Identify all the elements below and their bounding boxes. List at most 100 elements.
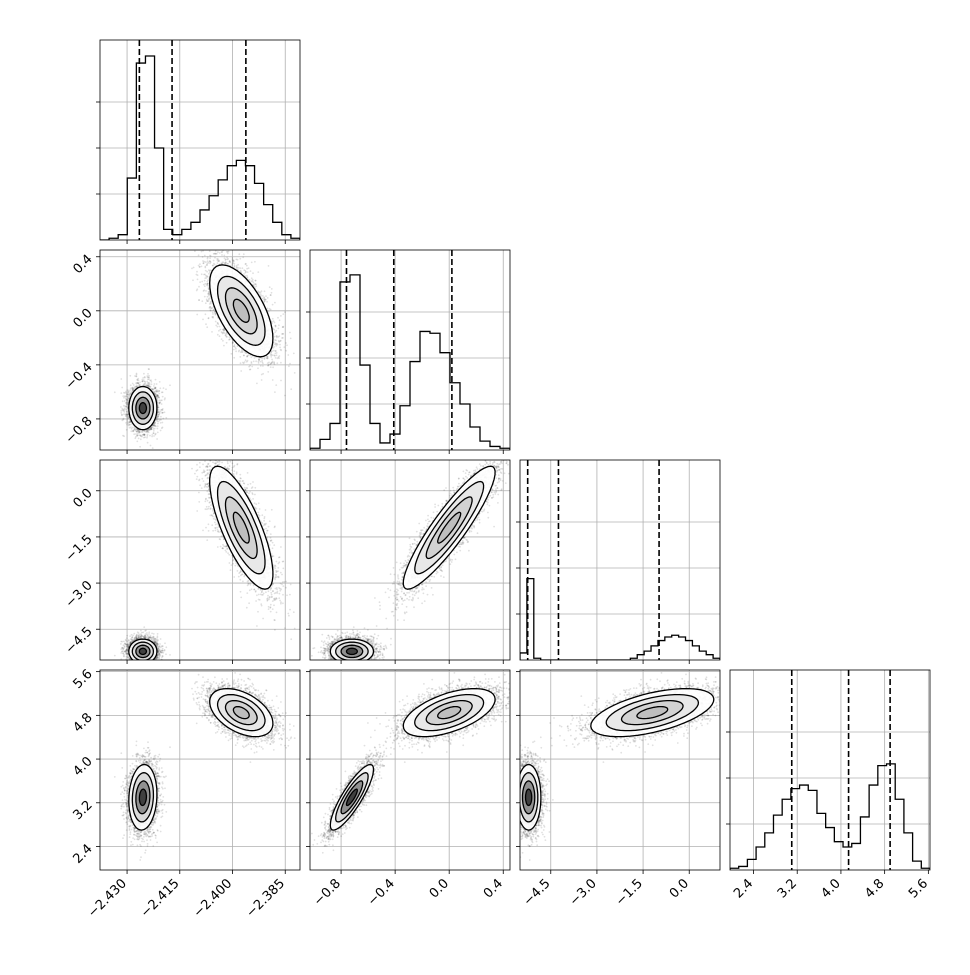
sample-point: [126, 401, 128, 403]
sample-point: [123, 409, 125, 411]
sample-point: [277, 317, 279, 319]
sample-point: [256, 383, 258, 385]
sample-point: [132, 427, 134, 429]
sample-point: [139, 446, 141, 448]
sample-point: [154, 434, 156, 436]
sample-point: [133, 433, 135, 435]
sample-point: [158, 407, 160, 409]
sample-point: [160, 430, 162, 432]
sample-point: [153, 430, 155, 432]
sample-point: [158, 399, 160, 401]
sample-point: [129, 375, 131, 377]
sample-point: [120, 412, 122, 414]
sample-point: [126, 429, 128, 431]
sample-point: [148, 385, 150, 387]
sample-point: [141, 379, 143, 381]
sample-point: [123, 397, 125, 399]
sample-point: [126, 405, 128, 407]
sample-point: [158, 411, 160, 413]
sample-point: [152, 432, 154, 434]
sample-point: [163, 387, 165, 389]
sample-point: [133, 429, 135, 431]
sample-point: [134, 428, 136, 430]
sample-point: [165, 388, 167, 390]
sample-point: [126, 416, 128, 418]
sample-point: [129, 424, 131, 426]
sample-point: [257, 271, 259, 273]
sample-point: [122, 400, 124, 402]
sample-point: [255, 280, 257, 282]
sample-point: [202, 319, 204, 321]
sample-point: [130, 388, 132, 390]
sample-point: [146, 437, 148, 439]
sample-point: [141, 381, 143, 383]
sample-point: [147, 431, 149, 433]
sample-point: [254, 261, 256, 263]
sample-point: [148, 378, 150, 380]
sample-point: [140, 438, 142, 440]
sample-point: [150, 428, 152, 430]
sample-point: [135, 386, 137, 388]
sample-point: [162, 418, 164, 420]
sample-point: [156, 438, 158, 440]
sample-point: [153, 435, 155, 437]
sample-point: [161, 399, 163, 401]
sample-point: [162, 396, 164, 398]
sample-point: [151, 434, 153, 436]
sample-point: [155, 426, 157, 428]
sample-point: [161, 412, 163, 414]
sample-point: [215, 321, 217, 323]
sample-point: [147, 442, 149, 444]
sample-point: [155, 379, 157, 381]
sample-point: [136, 379, 138, 381]
sample-point: [165, 417, 167, 419]
sample-point: [144, 434, 146, 436]
sample-point: [121, 408, 123, 410]
panel-1-0: −0.8−0.40.00.4: [63, 250, 300, 455]
sample-point: [201, 251, 203, 253]
sample-point: [159, 419, 161, 421]
sample-point: [133, 388, 135, 390]
sample-point: [152, 447, 154, 449]
sample-point: [150, 379, 152, 381]
sample-point: [145, 384, 147, 386]
sample-point: [161, 403, 163, 405]
sample-point: [124, 411, 126, 413]
sample-point: [137, 434, 139, 436]
sample-point: [157, 432, 159, 434]
sample-point: [136, 373, 138, 375]
sample-point: [154, 383, 156, 385]
sample-point: [148, 377, 150, 379]
sample-point: [123, 392, 125, 394]
sample-point: [130, 384, 132, 386]
sample-point: [144, 383, 146, 385]
sample-point: [120, 378, 122, 380]
sample-point: [280, 362, 282, 364]
sample-point: [156, 383, 158, 385]
sample-point: [126, 411, 128, 413]
sample-point: [151, 383, 153, 385]
sample-point: [142, 377, 144, 379]
sample-point: [126, 424, 128, 426]
sample-point: [162, 422, 164, 424]
sample-point: [138, 438, 140, 440]
sample-point: [162, 409, 164, 411]
sample-point: [137, 429, 139, 431]
sample-point: [158, 393, 160, 395]
sample-point: [157, 428, 159, 430]
sample-point: [157, 423, 159, 425]
sample-point: [130, 389, 132, 391]
sample-point: [251, 361, 253, 363]
sample-point: [126, 403, 128, 405]
sample-point: [157, 425, 159, 427]
sample-point: [128, 390, 130, 392]
sample-point: [169, 384, 171, 386]
sample-point: [124, 395, 126, 397]
sample-point: [161, 392, 163, 394]
sample-point: [122, 395, 124, 397]
sample-point: [157, 421, 159, 423]
sample-point: [127, 418, 129, 420]
sample-point: [139, 435, 141, 437]
sample-point: [153, 385, 155, 387]
sample-point: [162, 427, 164, 429]
